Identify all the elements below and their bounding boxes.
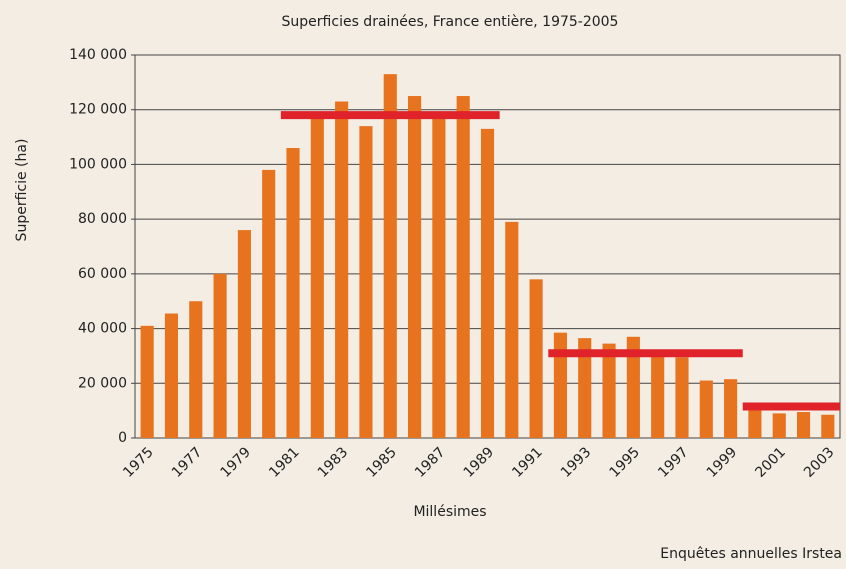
bar — [699, 380, 713, 438]
bar — [626, 336, 640, 438]
y-tick-label: 140 000 — [69, 47, 127, 63]
bar — [310, 115, 324, 438]
bar — [237, 230, 251, 438]
bar — [359, 126, 373, 438]
bar — [748, 406, 762, 438]
source: Enquêtes annuelles Irstea — [660, 546, 842, 562]
bar — [772, 413, 786, 438]
bar — [578, 338, 592, 438]
bar — [408, 96, 422, 439]
bar — [675, 357, 689, 438]
bar — [432, 115, 446, 438]
bar — [286, 148, 300, 438]
chart-title: Superficies drainées, France entière, 19… — [282, 14, 619, 30]
y-tick-label: 40 000 — [78, 321, 127, 337]
bar — [724, 379, 738, 438]
y-tick-label: 80 000 — [78, 211, 127, 227]
bar — [529, 279, 543, 438]
bar — [189, 301, 203, 438]
bar — [602, 343, 616, 438]
y-tick-label: 0 — [118, 430, 127, 446]
y-axis-label: Superficie (ha) — [14, 139, 30, 242]
x-axis-label: Millésimes — [413, 504, 486, 520]
bar — [213, 273, 227, 438]
y-tick-label: 20 000 — [78, 375, 127, 391]
bar — [262, 169, 276, 438]
bar — [335, 101, 349, 438]
bar — [480, 128, 495, 438]
y-tick-label: 60 000 — [78, 266, 127, 282]
bar — [456, 96, 470, 439]
y-tick-label: 100 000 — [69, 156, 127, 172]
bar — [140, 325, 154, 438]
bar — [821, 414, 835, 438]
bar — [796, 412, 811, 438]
bar — [553, 332, 567, 438]
bar — [383, 74, 397, 439]
bar — [505, 221, 519, 438]
y-tick-label: 120 000 — [69, 102, 127, 118]
bar — [651, 355, 665, 438]
bar — [164, 313, 179, 438]
